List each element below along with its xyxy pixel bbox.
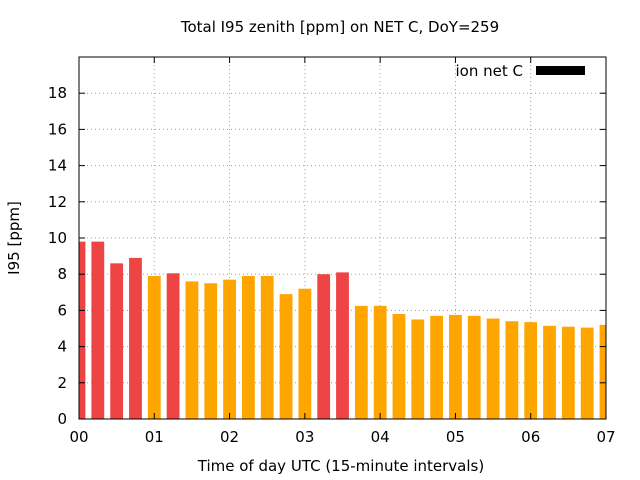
x-tick-label: 01 [145, 428, 164, 446]
bar [599, 324, 606, 419]
bar [185, 281, 199, 419]
bar [91, 241, 105, 419]
x-tick-label: 03 [295, 428, 314, 446]
bar [580, 327, 594, 419]
y-tick-label: 12 [48, 193, 67, 211]
bar [524, 322, 538, 419]
bar [241, 276, 255, 419]
y-tick-label: 0 [57, 410, 67, 428]
y-tick-label: 2 [57, 374, 67, 392]
bar [79, 241, 86, 419]
y-tick-label: 10 [48, 229, 67, 247]
x-tick-label: 06 [521, 428, 540, 446]
legend-swatch [536, 66, 585, 75]
bar [260, 276, 274, 419]
bar [354, 305, 368, 419]
x-tick-label: 02 [220, 428, 239, 446]
x-tick-label: 05 [446, 428, 465, 446]
bar [336, 272, 349, 419]
x-axis-label: Time of day UTC (15-minute intervals) [197, 457, 484, 475]
bar [505, 321, 519, 419]
y-axis-ticks: 0 2 4 6 8 10 12 14 16 18 [48, 84, 606, 428]
bar [449, 314, 462, 419]
bar [147, 276, 161, 419]
y-tick-label: 6 [57, 301, 67, 319]
bar [110, 263, 124, 419]
bar [411, 319, 425, 419]
bar [467, 315, 481, 419]
bar [279, 294, 293, 419]
x-tick-label: 07 [596, 428, 615, 446]
legend-label: ion net C [456, 62, 523, 80]
bar [561, 326, 575, 419]
bar [430, 315, 444, 419]
y-tick-label: 18 [48, 84, 67, 102]
x-tick-label: 00 [69, 428, 88, 446]
bar [204, 283, 218, 419]
bar [486, 318, 500, 419]
y-tick-label: 16 [48, 120, 67, 138]
bar [223, 279, 236, 419]
bar [298, 288, 312, 419]
legend: ion net C [456, 62, 585, 80]
x-axis-ticks: 00 01 02 03 04 05 06 07 [69, 57, 616, 446]
bars [79, 241, 606, 419]
bar [129, 257, 142, 419]
y-tick-label: 4 [57, 338, 67, 356]
bar [373, 305, 387, 419]
y-axis-label: I95 [ppm] [5, 201, 23, 275]
bar [392, 314, 406, 419]
bar [317, 274, 331, 419]
y-tick-label: 8 [57, 265, 67, 283]
chart-title: Total I95 zenith [ppm] on NET C, DoY=259 [180, 18, 499, 36]
gridlines [79, 57, 606, 419]
y-tick-label: 14 [48, 157, 67, 175]
bar [543, 325, 556, 419]
x-tick-label: 04 [371, 428, 390, 446]
bar [166, 273, 180, 419]
